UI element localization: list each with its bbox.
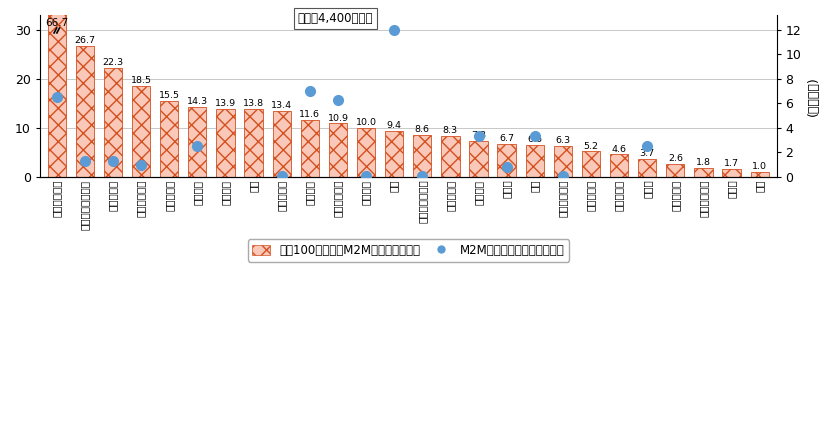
Text: 10.0: 10.0 bbox=[356, 118, 377, 127]
Legend: 人口100人あたりM2M回線数［左軸］, M2M回線数（百万）［右軸］: 人口100人あたりM2M回線数［左軸］, M2M回線数（百万）［右軸］ bbox=[247, 239, 569, 262]
Bar bbox=[582, 151, 600, 177]
Text: 66.7: 66.7 bbox=[45, 18, 68, 28]
Text: 15.5: 15.5 bbox=[159, 91, 180, 100]
Bar bbox=[413, 135, 432, 177]
Bar bbox=[694, 168, 712, 177]
Bar bbox=[610, 154, 628, 177]
Bar bbox=[385, 131, 403, 177]
Y-axis label: (百万回線): (百万回線) bbox=[807, 76, 820, 116]
Text: 1.8: 1.8 bbox=[696, 159, 711, 167]
Text: 米国：4,400万回線: 米国：4,400万回線 bbox=[298, 12, 373, 25]
Text: 14.3: 14.3 bbox=[187, 97, 208, 106]
Bar bbox=[245, 109, 263, 177]
Bar bbox=[469, 141, 488, 177]
Text: 6.6: 6.6 bbox=[527, 135, 542, 144]
Text: 26.7: 26.7 bbox=[74, 36, 95, 45]
Bar bbox=[498, 144, 516, 177]
Text: 8.3: 8.3 bbox=[443, 126, 458, 136]
Bar bbox=[272, 111, 291, 177]
Bar bbox=[722, 169, 741, 177]
Bar bbox=[638, 159, 656, 177]
Text: 10.9: 10.9 bbox=[327, 114, 348, 123]
Bar bbox=[104, 67, 122, 177]
Text: 11.6: 11.6 bbox=[299, 110, 321, 119]
Bar bbox=[216, 109, 235, 177]
Text: 8.6: 8.6 bbox=[415, 125, 430, 134]
Text: 6.7: 6.7 bbox=[499, 134, 514, 143]
Bar bbox=[525, 145, 544, 177]
Bar bbox=[188, 107, 206, 177]
Text: 18.5: 18.5 bbox=[130, 76, 152, 85]
Bar bbox=[301, 120, 319, 177]
Text: 7.3: 7.3 bbox=[471, 131, 486, 140]
Text: 4.6: 4.6 bbox=[611, 145, 626, 153]
Text: 13.4: 13.4 bbox=[271, 101, 292, 111]
Bar bbox=[132, 86, 150, 177]
Bar bbox=[666, 164, 685, 177]
Text: 1.0: 1.0 bbox=[752, 162, 767, 171]
Bar bbox=[441, 136, 459, 177]
Bar bbox=[554, 146, 572, 177]
Bar bbox=[357, 128, 375, 177]
Text: 1.7: 1.7 bbox=[724, 159, 739, 168]
Text: 13.9: 13.9 bbox=[215, 99, 236, 108]
Bar bbox=[329, 123, 347, 177]
Bar bbox=[76, 46, 94, 177]
Bar bbox=[160, 101, 179, 177]
Text: 9.4: 9.4 bbox=[387, 121, 402, 130]
Text: 6.3: 6.3 bbox=[555, 136, 570, 145]
Text: 2.6: 2.6 bbox=[668, 154, 683, 164]
Text: 22.3: 22.3 bbox=[103, 58, 124, 67]
Text: 13.8: 13.8 bbox=[243, 100, 264, 109]
Text: 3.7: 3.7 bbox=[640, 149, 655, 158]
Bar bbox=[751, 172, 769, 177]
Bar bbox=[48, 0, 66, 177]
Text: 5.2: 5.2 bbox=[584, 142, 599, 151]
